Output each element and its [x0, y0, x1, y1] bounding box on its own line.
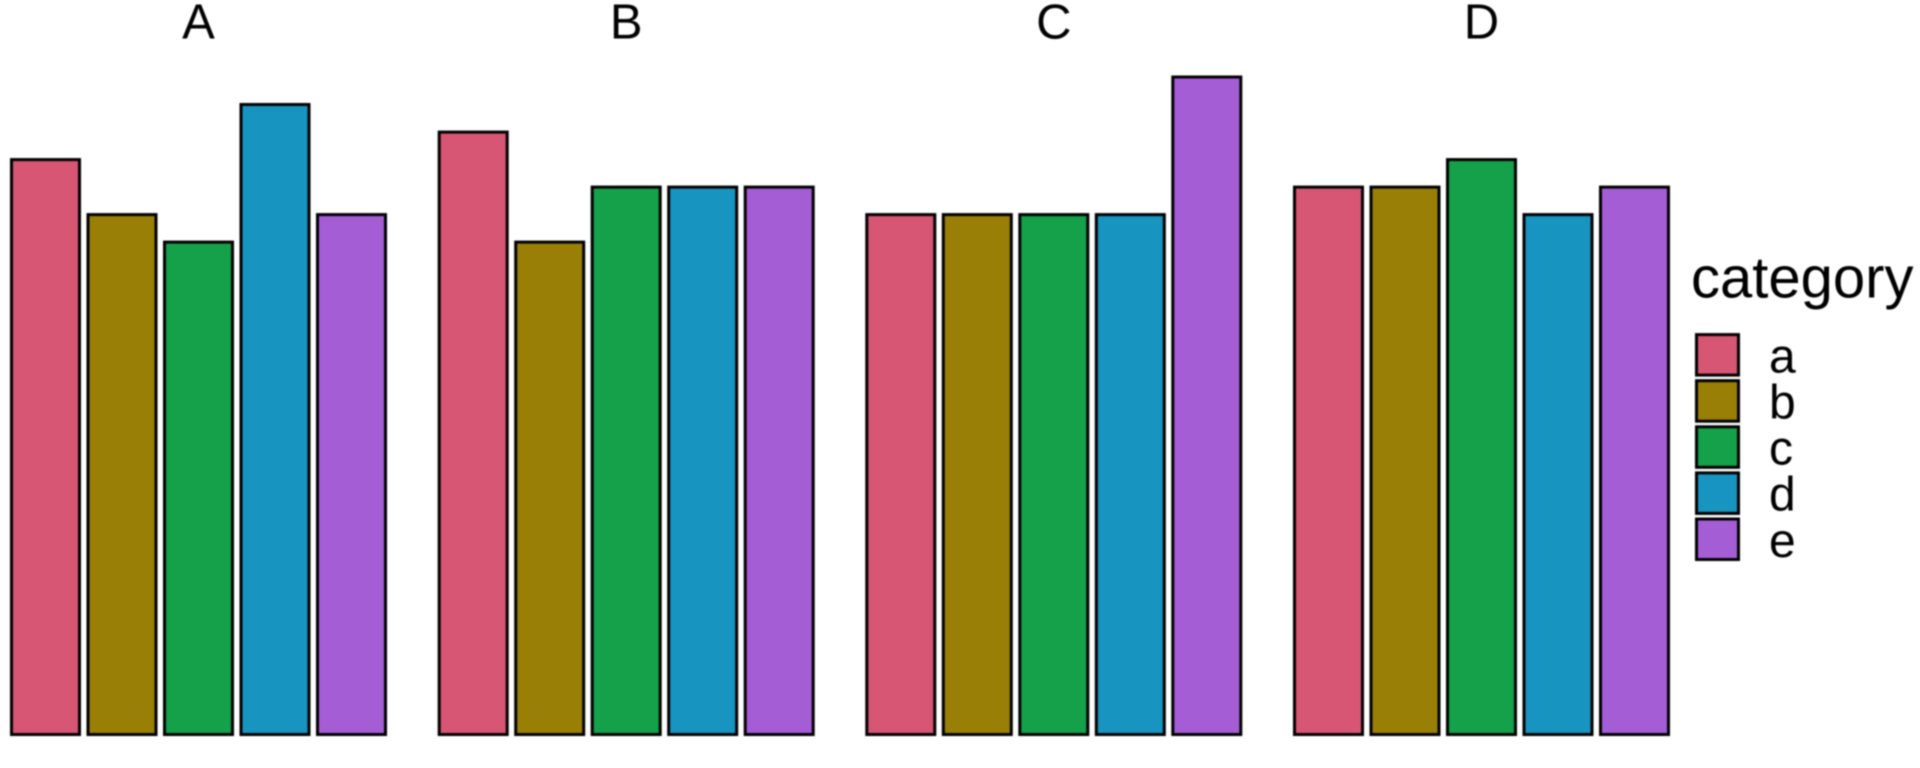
svg-text:B: B — [610, 0, 643, 50]
svg-text:e: e — [1769, 515, 1796, 568]
svg-text:D: D — [1464, 0, 1499, 50]
svg-text:b: b — [1769, 377, 1796, 430]
svg-text:d: d — [1769, 469, 1796, 522]
svg-text:A: A — [182, 0, 215, 50]
svg-text:category: category — [1691, 246, 1913, 311]
svg-text:a: a — [1769, 330, 1796, 383]
svg-text:c: c — [1769, 423, 1793, 476]
svg-text:C: C — [1036, 0, 1071, 50]
